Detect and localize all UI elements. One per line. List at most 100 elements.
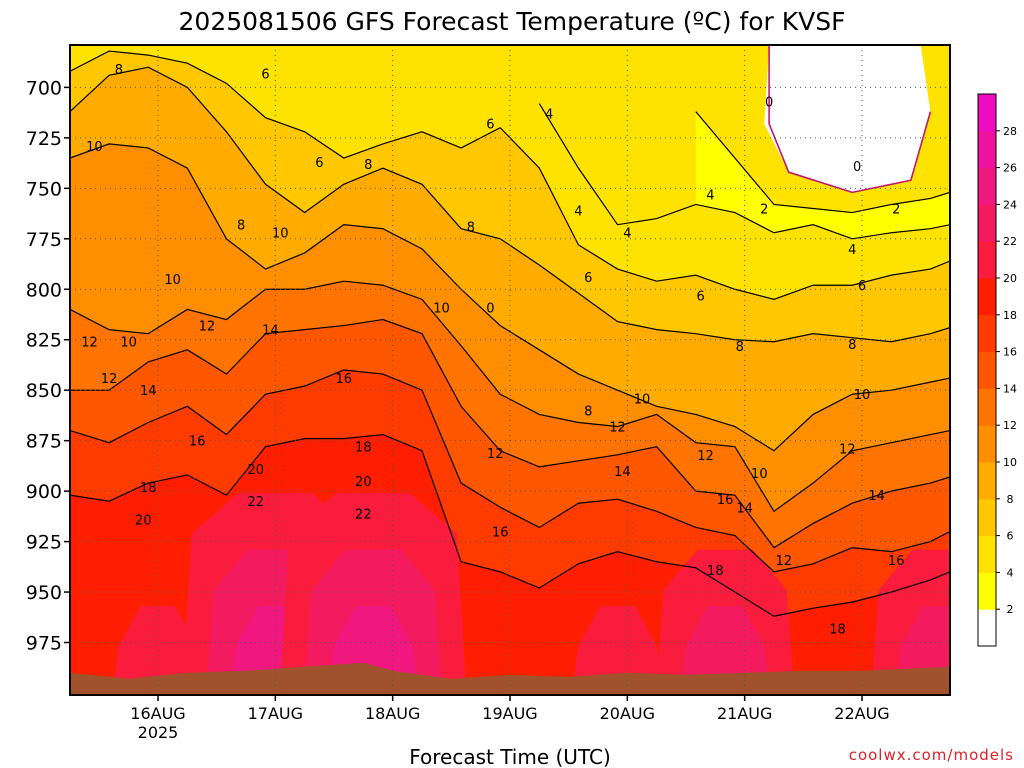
contour-label: 0 [765, 96, 773, 111]
x-tick-label: 20AUG [600, 704, 655, 723]
warm-core-0-20 [114, 606, 202, 683]
warm-core-7-22 [896, 606, 950, 683]
y-tick-label: 775 [26, 229, 62, 251]
contour-label: 2 [760, 203, 768, 218]
ground-surface [70, 662, 950, 695]
contour-14-0 [70, 318, 950, 549]
contour-label: 6 [315, 156, 323, 171]
contour-label: 6 [584, 271, 592, 286]
colorbar-label: 2 [1007, 603, 1014, 616]
x-axis-label: Forecast Time (UTC) [409, 745, 611, 768]
contour-label: 14 [736, 501, 753, 516]
contour-label: 4 [706, 188, 714, 203]
y-tick-label: 800 [26, 279, 62, 301]
colorbar-swatch-3 [978, 498, 996, 537]
warm-core-5-22 [681, 606, 770, 683]
chart-title: 2025081506 GFS Forecast Temperature (ºC)… [179, 7, 846, 36]
colorbar-label: 16 [1003, 346, 1017, 359]
y-tick-label: 925 [26, 532, 62, 554]
contour-label: 6 [486, 118, 494, 133]
colorbar-swatch-7 [978, 351, 996, 389]
colorbar-swatch-12 [978, 167, 996, 205]
colorbar-swatch-4 [978, 462, 996, 500]
grid-lines [70, 45, 950, 695]
contour-label: 2 [892, 203, 900, 218]
contour-18-0 [70, 433, 950, 617]
contour-label: 18 [707, 564, 724, 579]
temperature-bands [70, 45, 950, 695]
contour-label: 8 [364, 158, 372, 173]
contour-label: 18 [140, 481, 157, 496]
contour-label: 12 [101, 372, 118, 387]
contour-10-0 [70, 143, 950, 452]
colorbar-swatch-1 [978, 572, 996, 610]
colorbar-swatch-8 [978, 314, 996, 353]
contour-label: 10 [751, 467, 768, 482]
colorbar-swatch-6 [978, 388, 996, 426]
y-tick-label: 900 [26, 481, 62, 503]
contour-label: 4 [848, 243, 856, 258]
contour-label: 0 [486, 301, 494, 316]
y-tick-label: 875 [26, 431, 62, 453]
contour-label: 12 [609, 421, 626, 436]
colorbar-swatch-13 [978, 130, 996, 169]
contour-label: 14 [868, 489, 885, 504]
contour-label: 10 [272, 227, 289, 242]
contour-label: 6 [261, 67, 269, 82]
y-tick-label: 700 [26, 77, 62, 99]
x-tick-label: 16AUG [130, 704, 185, 723]
colorbar-label: 4 [1007, 566, 1014, 579]
colorbar-swatch-9 [978, 278, 996, 316]
contour-label: 12 [776, 554, 793, 569]
contour-label: 8 [584, 404, 592, 419]
x-tick-label: 17AUG [248, 704, 303, 723]
colorbar-swatch-11 [978, 204, 996, 242]
colorbar-swatch-5 [978, 425, 996, 463]
contour-6-0 [70, 50, 950, 300]
y-tick-label: 725 [26, 128, 62, 150]
contour-label: 14 [262, 324, 279, 339]
cold-pocket [764, 45, 931, 193]
contour-16-0 [70, 369, 950, 573]
contour-label: 0 [853, 160, 861, 175]
contour-label: 4 [574, 205, 582, 220]
contour-label: 20 [135, 513, 152, 528]
contour-label: 12 [697, 449, 714, 464]
colorbar-label: 18 [1003, 309, 1017, 322]
contour-label: 18 [355, 441, 372, 456]
contour-label: 14 [614, 465, 631, 480]
contour-label: 16 [492, 525, 509, 540]
colorbar-label: 8 [1007, 493, 1014, 506]
contour-label: 10 [120, 336, 137, 351]
y-tick-label: 950 [26, 582, 62, 604]
colorbar-swatch-0 [978, 609, 996, 647]
contour-label: 6 [697, 289, 705, 304]
x-tick-label: 22AUG [834, 704, 889, 723]
x-tick-sublabel: 2025 [138, 723, 179, 742]
contour-label: 8 [467, 221, 475, 236]
contour-label: 4 [545, 108, 553, 123]
colorbar-label: 28 [1003, 125, 1017, 138]
contour-2-0 [695, 111, 950, 214]
contour-label: 20 [355, 475, 372, 490]
contour-label: 20 [248, 463, 265, 478]
x-tick-label: 21AUG [717, 704, 772, 723]
contour-label: 10 [164, 273, 181, 288]
colorbar-swatch-10 [978, 241, 996, 279]
colorbar-frame [977, 93, 997, 647]
contour-label: 8 [848, 338, 856, 353]
contour-label: 22 [248, 495, 265, 510]
contour-0 [768, 45, 932, 194]
contour-label: 4 [623, 227, 631, 242]
contour-4-0 [538, 103, 950, 240]
contour-8-0 [70, 66, 950, 343]
contour-label: 10 [433, 301, 450, 316]
contour-label: 10 [854, 388, 871, 403]
x-tick-label: 18AUG [365, 704, 420, 723]
colorbar-label: 20 [1003, 272, 1017, 285]
contour-label: 12 [839, 443, 856, 458]
credit-text: coolwx.com/models [849, 746, 1014, 764]
